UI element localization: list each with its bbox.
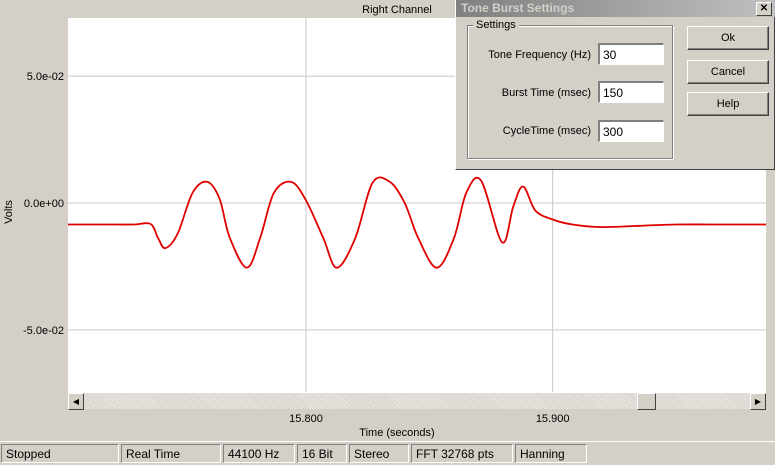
y-tick-label: -5.0e-02	[23, 325, 64, 337]
arrow-right-icon: ▶	[754, 396, 762, 406]
status-fft: FFT 32768 pts	[411, 444, 513, 463]
arrow-left-icon: ◀	[72, 396, 80, 406]
x-axis-label: Time (seconds)	[359, 427, 434, 439]
settings-group-label: Settings	[473, 19, 519, 31]
x-tick-label: 15.900	[536, 413, 570, 425]
help-button[interactable]: Help	[687, 92, 769, 116]
trace-group	[68, 176, 766, 269]
cancel-button[interactable]: Cancel	[687, 60, 769, 84]
status-sample-rate: 44100 Hz	[223, 444, 295, 463]
status-mode: Real Time	[121, 444, 221, 463]
burst-time-input[interactable]	[598, 81, 664, 103]
y-axis-label: Volts	[3, 200, 15, 224]
chart-title: Right Channel	[362, 4, 432, 16]
status-bit-depth: 16 Bit	[297, 444, 347, 463]
scrollbar-thumb[interactable]	[637, 393, 656, 410]
cycle-time-label: CycleTime (msec)	[502, 125, 591, 137]
scroll-left-button[interactable]: ◀	[68, 393, 84, 410]
scroll-right-button[interactable]: ▶	[750, 393, 766, 410]
horizontal-scrollbar[interactable]: ◀ ▶	[68, 392, 766, 410]
y-tick-labels: 5.0e-02 0.0e+00 -5.0e-02	[23, 71, 64, 337]
settings-groupbox	[467, 25, 673, 159]
dialog-title: Tone Burst Settings	[461, 1, 575, 15]
burst-time-label: Burst Time (msec)	[501, 87, 591, 99]
ok-button[interactable]: Ok	[687, 26, 769, 50]
tone-frequency-label: Tone Frequency (Hz)	[488, 49, 591, 61]
status-window: Hanning	[515, 444, 587, 463]
x-tick-labels: 15.800 15.900	[289, 413, 569, 425]
dialog-titlebar[interactable]: Tone Burst Settings	[456, 0, 775, 17]
status-bar: Stopped Real Time 44100 Hz 16 Bit Stereo…	[0, 441, 775, 465]
cycle-time-input[interactable]	[598, 120, 664, 142]
status-state: Stopped	[1, 444, 119, 463]
y-tick-label: 0.0e+00	[24, 198, 64, 210]
y-tick-label: 5.0e-02	[27, 71, 64, 83]
status-channels: Stereo	[349, 444, 409, 463]
waveform-trace	[68, 176, 766, 269]
tone-frequency-input[interactable]	[598, 43, 664, 65]
close-icon: ✕	[759, 3, 769, 14]
x-tick-label: 15.800	[289, 413, 323, 425]
dialog-close-button[interactable]: ✕	[756, 2, 772, 16]
tone-burst-dialog: Tone Burst Settings ✕ Settings Tone Freq…	[455, 0, 775, 170]
